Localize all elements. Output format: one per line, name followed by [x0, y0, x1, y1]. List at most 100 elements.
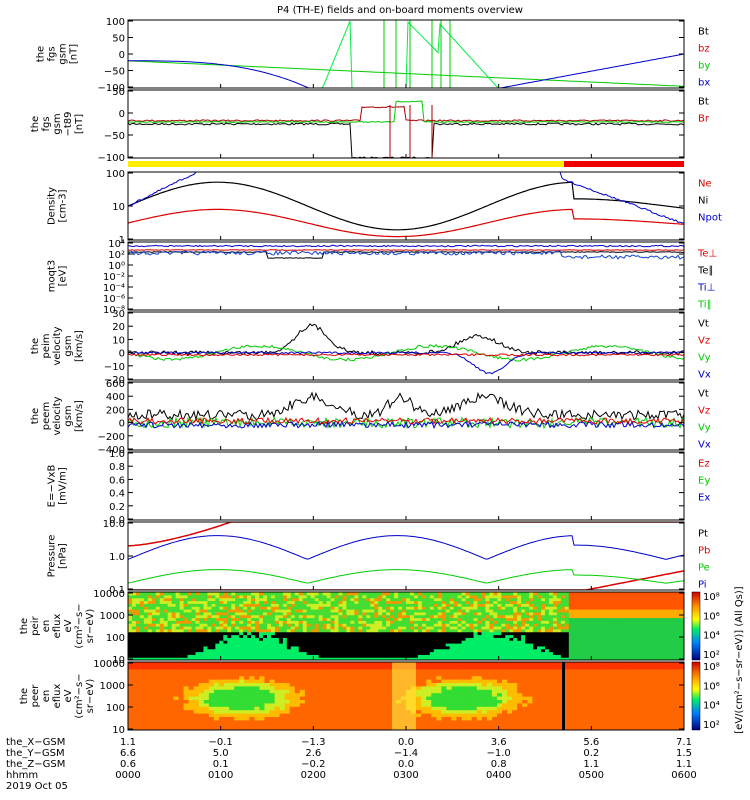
spectro-cell	[267, 620, 272, 624]
spectro-cell	[493, 648, 498, 653]
spectro-cell	[330, 643, 336, 647]
spectro-cell	[224, 665, 230, 670]
spectro-cell	[259, 600, 264, 604]
spectro-cell	[417, 651, 423, 655]
spectro-cell	[314, 645, 320, 650]
spectro-cell	[235, 611, 240, 616]
spectro-cell	[431, 709, 437, 714]
spectro-cell	[274, 689, 281, 694]
spectro-cell	[239, 620, 244, 624]
spectro-cell	[346, 657, 351, 660]
spectro-cell	[360, 672, 367, 677]
spectro-cell	[163, 606, 169, 610]
spectro-cell	[461, 594, 467, 599]
spectro-cell	[322, 643, 328, 647]
spectro-cell	[290, 614, 296, 619]
spectro-cell	[183, 716, 190, 721]
spectro-cell	[163, 665, 170, 670]
spectro-cell	[227, 611, 232, 616]
spectro-cell	[421, 702, 427, 707]
spectro-cell	[449, 654, 455, 658]
spectro-cell	[576, 614, 582, 619]
spectro-cell	[338, 657, 344, 660]
spectro-cell	[318, 609, 324, 613]
spectro-cell	[449, 611, 455, 616]
spectro-cell	[259, 603, 264, 607]
spectro-cell	[436, 726, 442, 730]
spectro-cell	[247, 606, 252, 610]
spectro-cell	[340, 709, 346, 714]
spectro-cell	[413, 626, 419, 630]
spectro-cell	[326, 592, 332, 596]
spectro-cell	[652, 645, 657, 650]
spectro-cell	[219, 614, 224, 619]
spectro-cell	[148, 713, 154, 717]
spectro-cell	[187, 637, 193, 641]
spectro-cell	[588, 597, 594, 602]
spectro-cell	[628, 628, 633, 633]
spectro-cell	[375, 716, 382, 721]
spectro-cell	[350, 692, 357, 697]
spectro-cell	[608, 648, 614, 653]
y-axis-label: gsm	[52, 113, 63, 134]
spectro-cell	[147, 626, 153, 630]
spectro-cell	[290, 603, 296, 607]
spectro-cell	[325, 713, 331, 717]
spectro-cell	[600, 634, 606, 638]
spectro-cell	[198, 723, 205, 728]
spectro-cell	[148, 702, 154, 707]
spectro-cell	[596, 594, 602, 599]
spectro-cell	[167, 645, 173, 650]
spectro-cell	[163, 692, 170, 697]
spectro-cell	[449, 628, 455, 633]
spectro-cell	[374, 657, 379, 660]
spectro-cell	[203, 628, 209, 633]
spectro-cell	[354, 648, 359, 653]
spectro-cell	[451, 679, 458, 683]
spectro-cell	[362, 657, 367, 660]
spectro-cell	[310, 651, 316, 655]
spectro-cell	[168, 709, 175, 714]
spectro-cell	[446, 672, 453, 677]
spectro-cell	[315, 713, 321, 717]
spectro-cell	[632, 623, 637, 627]
spectro-cell	[350, 592, 355, 596]
spectro-cell	[421, 657, 427, 660]
spectro-cell	[413, 657, 419, 660]
spectro-cell	[429, 617, 435, 621]
spectro-cell	[187, 634, 193, 638]
y-tick-label: 100	[106, 169, 125, 180]
spectro-cell	[198, 699, 205, 704]
spectro-cell	[298, 645, 304, 650]
spectro-cell	[640, 597, 645, 602]
spectro-cell	[517, 640, 522, 644]
spectro-cell	[294, 672, 301, 677]
spectro-cell	[278, 628, 284, 633]
spectro-cell	[429, 597, 435, 602]
spectro-cell	[239, 716, 245, 721]
spectro-cell	[497, 620, 502, 624]
spectro-cell	[330, 685, 336, 690]
spectro-cell	[278, 654, 284, 658]
spectro-cell	[380, 696, 387, 700]
spectro-cell	[529, 637, 534, 641]
spectro-cell	[366, 620, 371, 624]
spectro-cell	[290, 623, 296, 627]
spectro-cell	[294, 702, 301, 707]
spectro-cell	[584, 643, 590, 647]
spectro-cell	[224, 675, 230, 680]
spectro-cell	[560, 634, 566, 638]
spectro-cell	[274, 702, 281, 707]
spectro-cell	[335, 668, 341, 673]
spectro-cell	[441, 685, 448, 690]
spectro-cell	[223, 606, 228, 610]
spectro-cell	[560, 592, 566, 596]
spectro-cell	[437, 597, 443, 602]
spectro-cell	[148, 668, 154, 673]
spectro-cell	[320, 706, 326, 711]
spectro-cell	[131, 603, 137, 607]
spectro-cell	[409, 609, 415, 613]
spectro-cell	[345, 689, 351, 694]
